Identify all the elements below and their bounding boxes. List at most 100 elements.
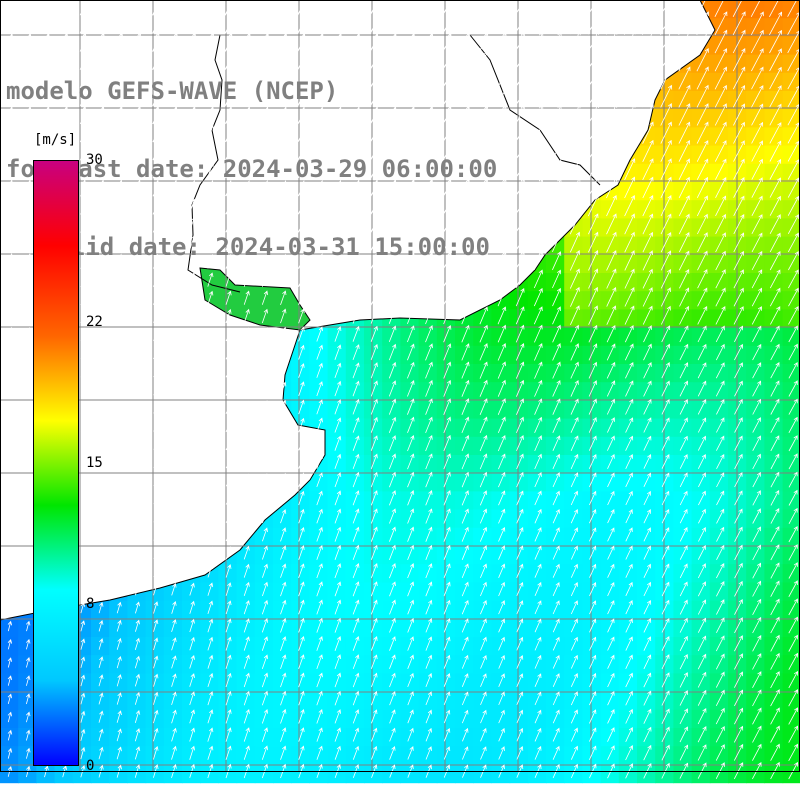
wind-arrow — [642, 176, 654, 199]
colorbar-tick: 30 — [86, 152, 103, 168]
field-cell — [600, 600, 620, 620]
wind-arrow — [170, 14, 178, 34]
wind-arrow — [334, 88, 342, 106]
wind-arrow — [696, 176, 709, 198]
wind-arrow — [714, 0, 724, 17]
wind-arrow — [605, 11, 618, 35]
wind-arrow — [732, 11, 746, 36]
wind-arrow — [261, 88, 269, 106]
wind-arrow — [152, 87, 160, 107]
field-cell — [509, 691, 529, 711]
wind-arrow — [61, 32, 69, 52]
wind-arrow — [298, 143, 305, 161]
wind-arrow — [297, 69, 306, 88]
wind-arrow — [25, 124, 32, 143]
wind-arrow — [751, 66, 764, 90]
coastline — [187, 34, 601, 293]
wind-arrow — [7, 216, 14, 233]
wind-arrow — [352, 88, 360, 106]
field-cell — [764, 364, 784, 383]
field-cell — [637, 582, 656, 602]
field-cell — [400, 709, 420, 729]
wind-arrow — [189, 161, 196, 179]
wind-arrow — [134, 0, 142, 16]
wind-arrow — [569, 158, 581, 180]
field-cell — [509, 546, 529, 565]
wind-arrow — [733, 103, 745, 126]
wind-arrow — [43, 32, 50, 52]
wind-arrow — [7, 198, 14, 215]
wind-arrow — [660, 158, 672, 180]
wind-arrow — [388, 161, 397, 179]
field-cell — [509, 655, 529, 674]
field-cell — [655, 455, 674, 474]
wind-arrow — [188, 69, 196, 88]
wind-arrow — [461, 14, 470, 34]
wind-arrow — [243, 125, 251, 142]
field-cell — [236, 564, 256, 583]
wind-arrow — [316, 180, 324, 197]
wind-arrow — [370, 88, 379, 106]
wind-arrow — [551, 177, 562, 198]
wind-arrow — [569, 12, 581, 35]
wind-arrow — [660, 66, 673, 90]
field-cell — [637, 527, 656, 547]
field-cell — [436, 691, 456, 711]
wind-arrow — [134, 32, 142, 52]
field-cell — [746, 382, 765, 401]
field-cell — [655, 309, 674, 329]
wind-arrow — [732, 29, 746, 54]
wind-arrow — [79, 32, 87, 52]
wind-arrow — [751, 177, 763, 198]
field-cell — [436, 673, 456, 693]
wind-arrow — [98, 216, 105, 233]
wind-arrow — [461, 32, 470, 52]
field-cell — [436, 509, 456, 529]
wind-arrow — [116, 105, 123, 125]
field-cell — [709, 309, 729, 329]
wind-arrow — [769, 195, 781, 216]
wind-arrow — [425, 69, 434, 88]
wind-arrow — [116, 87, 123, 107]
wind-arrow — [751, 85, 764, 108]
wind-arrow — [605, 66, 618, 90]
field-cell — [618, 691, 638, 711]
field-cell — [691, 455, 711, 474]
field-cell — [364, 345, 383, 365]
wind-arrow — [733, 121, 745, 144]
field-cell — [764, 673, 784, 693]
field-cell — [673, 163, 693, 183]
field-cell — [618, 182, 638, 201]
field-cell — [527, 491, 547, 511]
wind-arrow — [334, 180, 342, 197]
wind-arrow — [316, 14, 324, 34]
wind-arrow — [243, 69, 251, 88]
field-cell — [254, 637, 274, 656]
field-cell — [691, 182, 711, 201]
field-cell — [527, 473, 547, 492]
field-cell — [746, 182, 765, 201]
field-cell — [673, 182, 693, 201]
field-cell — [564, 655, 583, 674]
wind-arrow — [769, 29, 782, 54]
wind-arrow — [642, 139, 654, 162]
wind-arrow — [207, 180, 214, 197]
wind-arrow — [533, 0, 544, 16]
field-cell — [637, 691, 656, 711]
field-cell — [527, 400, 547, 420]
field-cell — [109, 709, 128, 729]
wind-arrow — [170, 69, 178, 88]
field-cell — [345, 618, 365, 638]
wind-arrow — [243, 32, 251, 52]
wind-arrow — [98, 50, 105, 70]
field-cell — [582, 527, 602, 547]
wind-arrow — [7, 51, 14, 70]
field-cell — [709, 527, 729, 547]
field-cell — [527, 418, 547, 438]
field-cell — [509, 764, 529, 784]
wind-arrow — [297, 33, 306, 52]
wind-arrow — [25, 69, 32, 88]
wind-arrow — [352, 14, 361, 34]
wind-arrow — [152, 0, 160, 16]
wind-arrow — [696, 0, 706, 17]
